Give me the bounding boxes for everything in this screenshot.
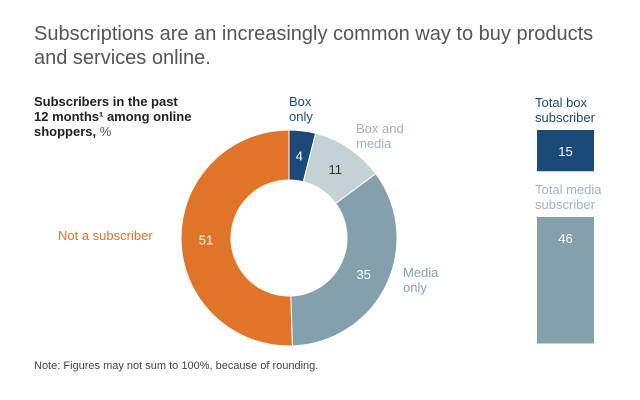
donut-slice-2 [290, 173, 398, 347]
label-total-box: Total box subscriber [535, 95, 595, 125]
label-media-only: Media only [403, 265, 439, 295]
chart-subtitle: Subscribers in the past 12 months¹ among… [34, 94, 194, 139]
donut-value-label-0: 4 [296, 149, 303, 164]
label-not-subscriber: Not a subscriber [58, 228, 153, 243]
bar-value-label-0: 15 [558, 144, 572, 159]
chart-title: Subscriptions are an increasingly common… [34, 23, 594, 69]
label-box-and-media: Box and media [356, 121, 404, 151]
footnote: Note: Figures may not sum to 100%, becau… [34, 360, 319, 372]
bar-0 [537, 130, 594, 172]
subtitle-unit: % [99, 124, 112, 139]
bar-1 [537, 217, 594, 344]
label-total-media: Total media subscriber [535, 182, 602, 212]
donut-value-label-3: 51 [199, 232, 213, 247]
bar-value-label-1: 46 [558, 231, 572, 246]
donut-value-label-1: 11 [328, 162, 342, 177]
donut-slice-3 [180, 129, 293, 347]
subtitle-main: Subscribers in the past 12 months¹ among… [34, 94, 192, 139]
label-box-only: Box only [289, 94, 313, 124]
donut-value-label-2: 35 [356, 267, 370, 282]
